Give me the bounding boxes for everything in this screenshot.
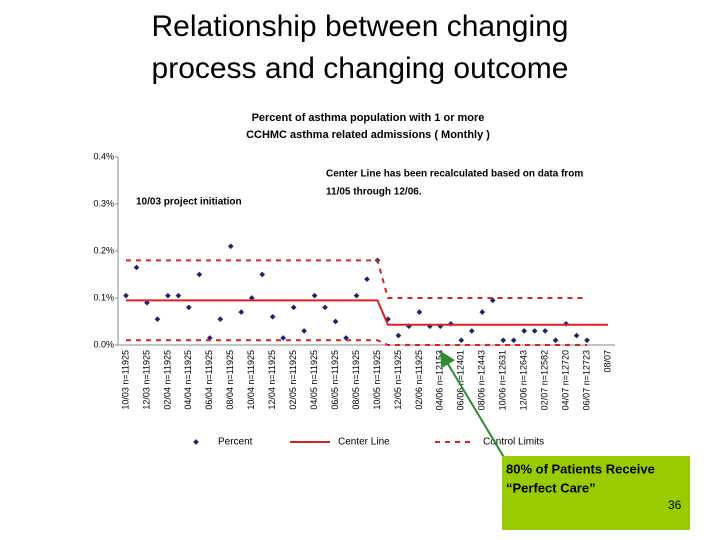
point [531, 328, 538, 334]
x-tick-label: 08/05 n=11925 [351, 350, 361, 410]
point [186, 304, 192, 311]
point [322, 304, 328, 311]
point [133, 264, 140, 271]
x-tick-label: 06/06 n=12401 [456, 350, 466, 410]
point [552, 337, 559, 344]
point [196, 271, 203, 278]
x-tick-label: 06/07 n=12723 [581, 350, 591, 410]
slide-title: Relationship between changing [152, 10, 569, 43]
y-tick-label: 0.4% [93, 151, 114, 161]
chart-title: Percent of asthma population with 1 or m… [252, 112, 485, 124]
point [521, 328, 528, 334]
page-number: 36 [668, 498, 682, 512]
plot: 0.0% 0.1% 0.2% 0.3% 0.4% 10/03 n=11925 12/03 n… [93, 151, 615, 448]
point [217, 316, 224, 322]
center-line [126, 299, 608, 326]
x-tick-label: 10/03 n=11925 [120, 350, 130, 410]
legend-label: Control Limits [483, 437, 544, 448]
point [269, 313, 276, 320]
x-tick-label: 02/04 n=11925 [162, 350, 172, 410]
x-tick-label: 04/07 n=12720 [560, 350, 570, 410]
slide-title: process and changing outcome [152, 52, 569, 85]
point [332, 318, 339, 325]
x-tick-label: 12/05 n=11925 [393, 350, 403, 410]
x-tick-label: 04/05 n=11925 [309, 350, 319, 410]
point [416, 309, 423, 315]
x-tick-label: 08/04 n=11925 [225, 350, 235, 410]
point [154, 316, 161, 322]
x-tick-label: 10/06 n=12631 [498, 350, 508, 410]
y-tick-label: 0.1% [93, 292, 114, 302]
point [280, 335, 287, 341]
annotation: 11/05 through 12/06. [326, 187, 422, 198]
x-tick-label: 02/06 n=11925 [414, 350, 424, 410]
callout-text: “Perfect Care” [506, 480, 596, 495]
point [364, 276, 370, 283]
point [458, 337, 465, 344]
point [542, 328, 548, 334]
callout-text: 80% of Patients Receive [506, 461, 655, 476]
point [165, 292, 171, 299]
x-tick-label: 08/07 [602, 350, 612, 373]
point [510, 337, 517, 344]
control-limit [126, 259, 588, 299]
point [259, 271, 266, 278]
point [290, 304, 297, 311]
point [479, 309, 486, 315]
point [468, 328, 475, 334]
point [123, 292, 129, 299]
point [500, 337, 507, 344]
x-tick-label: 12/04 n=11925 [267, 350, 277, 410]
legend-swatch [193, 439, 199, 445]
annotation: Center Line has been recalculated based … [326, 169, 583, 180]
x-tick-label: 12/06 n=12643 [519, 350, 529, 410]
x-tick-label: 10/05 n=11925 [372, 350, 382, 410]
point [353, 292, 360, 299]
annotation: 10/03 project initiation [136, 197, 242, 208]
point [395, 332, 402, 339]
point [311, 292, 318, 299]
x-tick-label: 08/06 n=12443 [477, 350, 487, 410]
point [238, 309, 245, 315]
y-tick-label: 0.2% [93, 245, 114, 255]
point [573, 332, 580, 339]
x-tick-label: 02/05 n=11925 [288, 350, 298, 410]
point [227, 243, 234, 250]
x-tick-label: 02/07 n=12582 [540, 350, 550, 410]
x-tick-label: 04/04 n=11925 [183, 350, 193, 410]
legend-label: Percent [218, 437, 253, 448]
x-tick-label: 12/03 n=11925 [141, 350, 151, 410]
y-tick-label: 0.3% [93, 198, 114, 208]
x-tick-label: 04/06 n=12153 [435, 350, 445, 410]
callout-box [502, 456, 690, 530]
x-tick-label: 06/04 n=11925 [204, 350, 214, 410]
control-limit [126, 339, 588, 346]
arrow [439, 350, 506, 460]
point [175, 292, 182, 299]
point [584, 337, 590, 344]
y-tick-label: 0.0% [93, 339, 114, 349]
legend-label: Center Line [338, 437, 390, 448]
chart-title: CCHMC asthma related admissions ( Monthl… [246, 129, 490, 141]
x-tick-label: 10/04 n=11925 [246, 350, 256, 410]
point [301, 328, 307, 334]
x-tick-label: 06/05 n=11925 [330, 350, 340, 410]
